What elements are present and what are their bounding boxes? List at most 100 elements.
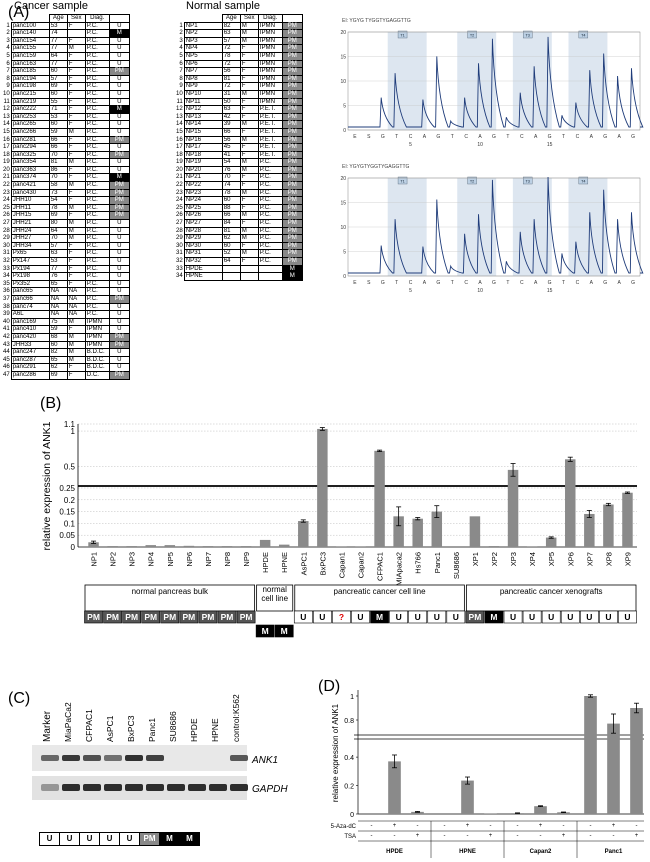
- panel-label-b: (B): [40, 395, 62, 412]
- dispensation-letter: S: [367, 134, 371, 140]
- bar: [298, 521, 309, 547]
- status-label: PM: [87, 612, 100, 622]
- status-box: [313, 610, 332, 624]
- category-label: MIApaca2: [395, 552, 404, 586]
- table-row: 2 panc140 74 P.C. M: [2, 29, 130, 38]
- table-row: 21 panc374 70 F P.C. M: [2, 173, 130, 183]
- table-row: 34 HPNE M: [175, 272, 303, 281]
- sample-name: NP32: [183, 257, 223, 266]
- diag-cell: P.C.: [257, 219, 283, 228]
- status-box: [370, 610, 389, 624]
- status-cell: PM: [108, 332, 130, 342]
- row-index: 21: [176, 173, 183, 181]
- aza-symbol: -: [636, 823, 638, 829]
- dispensation-letter: A: [478, 280, 482, 286]
- x-tick: 5: [409, 288, 412, 294]
- age-cell: 84: [221, 219, 241, 228]
- category-label: HPNE: [280, 552, 289, 573]
- dispensation-letter: T: [395, 280, 398, 286]
- row-index: 4: [6, 44, 10, 52]
- bar: [565, 459, 576, 547]
- ank1-band: [41, 755, 59, 761]
- table-row: 29 JHH27 70 M P.C. U: [2, 234, 130, 243]
- gapdh-band: [146, 784, 164, 791]
- dispensation-letter: G: [492, 280, 496, 286]
- dispensation-letter: G: [548, 134, 552, 140]
- row-index: 10: [3, 89, 10, 97]
- y-tick: 0: [343, 128, 346, 134]
- status-label: U: [529, 612, 535, 622]
- row-index: 9: [179, 82, 183, 90]
- status-box: [427, 610, 447, 624]
- row-index: 38: [3, 302, 10, 310]
- status-box: [541, 610, 561, 624]
- sample-name: panc286: [10, 370, 50, 380]
- lane-label: Panc1: [147, 718, 157, 742]
- gapdh-band: [230, 784, 248, 791]
- dispensation-letter: G: [436, 134, 440, 140]
- dispensation-letter: A: [534, 280, 538, 286]
- status-cell: U: [108, 257, 130, 266]
- row-index: 3: [6, 36, 10, 44]
- y-tick: 20: [340, 176, 346, 182]
- cpg-label: T3: [525, 34, 529, 38]
- category-label: XP5: [547, 552, 556, 566]
- dispensation-letter: C: [576, 280, 580, 286]
- row-index: 9: [6, 82, 10, 90]
- age-cell: 60: [48, 89, 68, 99]
- status-box: [599, 610, 618, 624]
- dispensation-letter: T: [562, 280, 565, 286]
- status-cell: PM: [281, 257, 303, 266]
- cpg-label-box: [522, 30, 533, 39]
- western-blot: Marker MiaPaCa2 CFPAC1 AsPC1 BxPC3 Panc1 SU868…: [32, 694, 288, 800]
- category-label: XP8: [604, 552, 613, 566]
- sample-name: panc215: [10, 89, 50, 99]
- dispensation-letter: G: [631, 134, 635, 140]
- sample-name: panc420: [10, 332, 50, 342]
- sex-cell: F: [66, 370, 86, 380]
- diag-cell: P.C.: [84, 219, 110, 228]
- table-row: 17 NP17 45 F P.E.T. PM: [175, 143, 303, 152]
- row-index: 7: [179, 67, 183, 75]
- diag-cell: IPMN: [257, 89, 283, 99]
- row-index: 46: [3, 363, 10, 371]
- status-box: [274, 624, 294, 638]
- x-tick: 10: [477, 288, 483, 294]
- row-index: 12: [3, 105, 10, 113]
- ank1-band: [83, 755, 101, 761]
- status-box: [198, 610, 218, 624]
- category-label: NP1: [90, 552, 99, 567]
- sex-cell: F: [66, 89, 86, 99]
- table-row: 32 Px147 53 F P.C. U: [2, 257, 130, 266]
- sample-name: panc66: [10, 294, 50, 304]
- table-row: 19 panc354 81 M P.C. U: [2, 158, 130, 167]
- row-index: 31: [3, 249, 10, 257]
- blot-status-box: U: [59, 832, 80, 846]
- row-index: 27: [176, 219, 183, 227]
- row-index: 47: [3, 370, 10, 378]
- table-row: 4 NP4 72 F IPMN PM: [175, 44, 303, 53]
- age-cell: 53: [48, 257, 68, 266]
- sex-cell: NA: [66, 294, 86, 304]
- y-tick: 0.8: [344, 718, 354, 725]
- group-box: [256, 584, 294, 612]
- bar: [603, 504, 614, 547]
- sex-cell: M: [239, 89, 259, 99]
- row-index: 41: [3, 325, 10, 333]
- row-index: 15: [176, 127, 183, 135]
- cpg-label-box: [578, 30, 589, 39]
- row-index: 19: [176, 158, 183, 166]
- bar: [259, 539, 271, 547]
- status-cell: U: [108, 127, 130, 137]
- sex-header: Sex: [66, 14, 86, 23]
- dispensation-letter: A: [423, 134, 427, 140]
- status-box: [618, 610, 637, 624]
- table-row: 5 panc159 64 F P.C. U: [2, 51, 130, 61]
- pyrogram-panel: EI: YGYG TYGGTYGAGGTTG T1 T2 T3 T4 0 5 10 15 20 E S…: [340, 18, 644, 294]
- status-label: PM: [221, 612, 234, 622]
- table-row: 10 NP10 31 M IPMN PM: [175, 89, 303, 99]
- row-index: 1: [6, 21, 10, 29]
- bar: [534, 806, 547, 814]
- row-index: 42: [3, 332, 10, 340]
- aza-label: 5-Aza-dC: [331, 824, 357, 830]
